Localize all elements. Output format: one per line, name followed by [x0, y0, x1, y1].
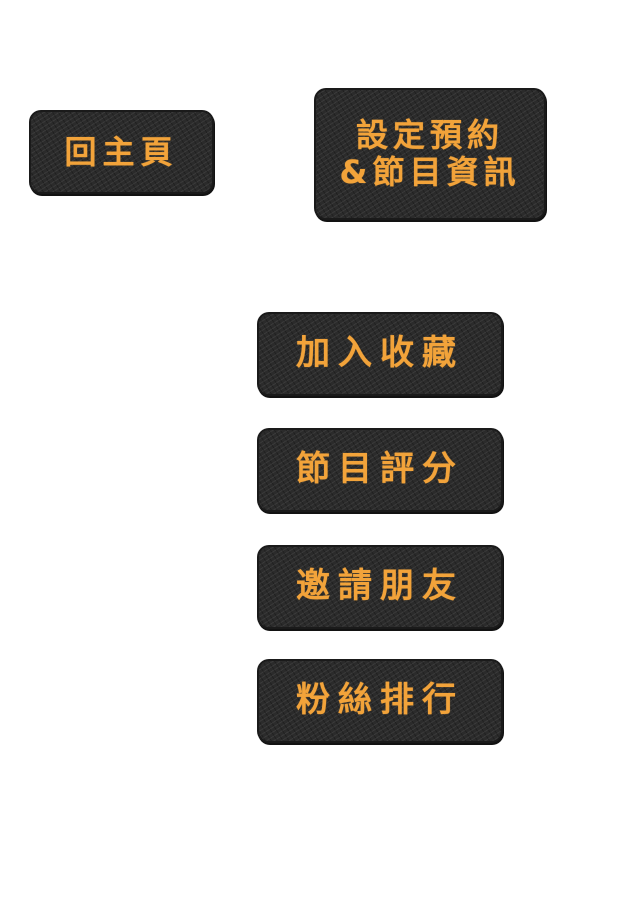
- home-button[interactable]: 回主頁: [31, 112, 212, 192]
- add-to-favorites-button[interactable]: 加入收藏: [259, 314, 501, 394]
- set-reminder-program-info-button[interactable]: 設定預約 &節目資訊: [316, 90, 544, 218]
- program-rating-label: 節目評分: [296, 449, 464, 490]
- invite-friends-button[interactable]: 邀請朋友: [259, 547, 501, 627]
- add-to-favorites-label: 加入收藏: [296, 333, 464, 374]
- fan-ranking-label: 粉絲排行: [296, 680, 464, 721]
- program-info-label: &節目資訊: [339, 153, 521, 191]
- invite-friends-label: 邀請朋友: [296, 566, 464, 607]
- program-rating-button[interactable]: 節目評分: [259, 430, 501, 510]
- home-button-label: 回主頁: [64, 132, 179, 171]
- set-reminder-label: 設定預約: [355, 116, 504, 155]
- fan-ranking-button[interactable]: 粉絲排行: [259, 661, 501, 741]
